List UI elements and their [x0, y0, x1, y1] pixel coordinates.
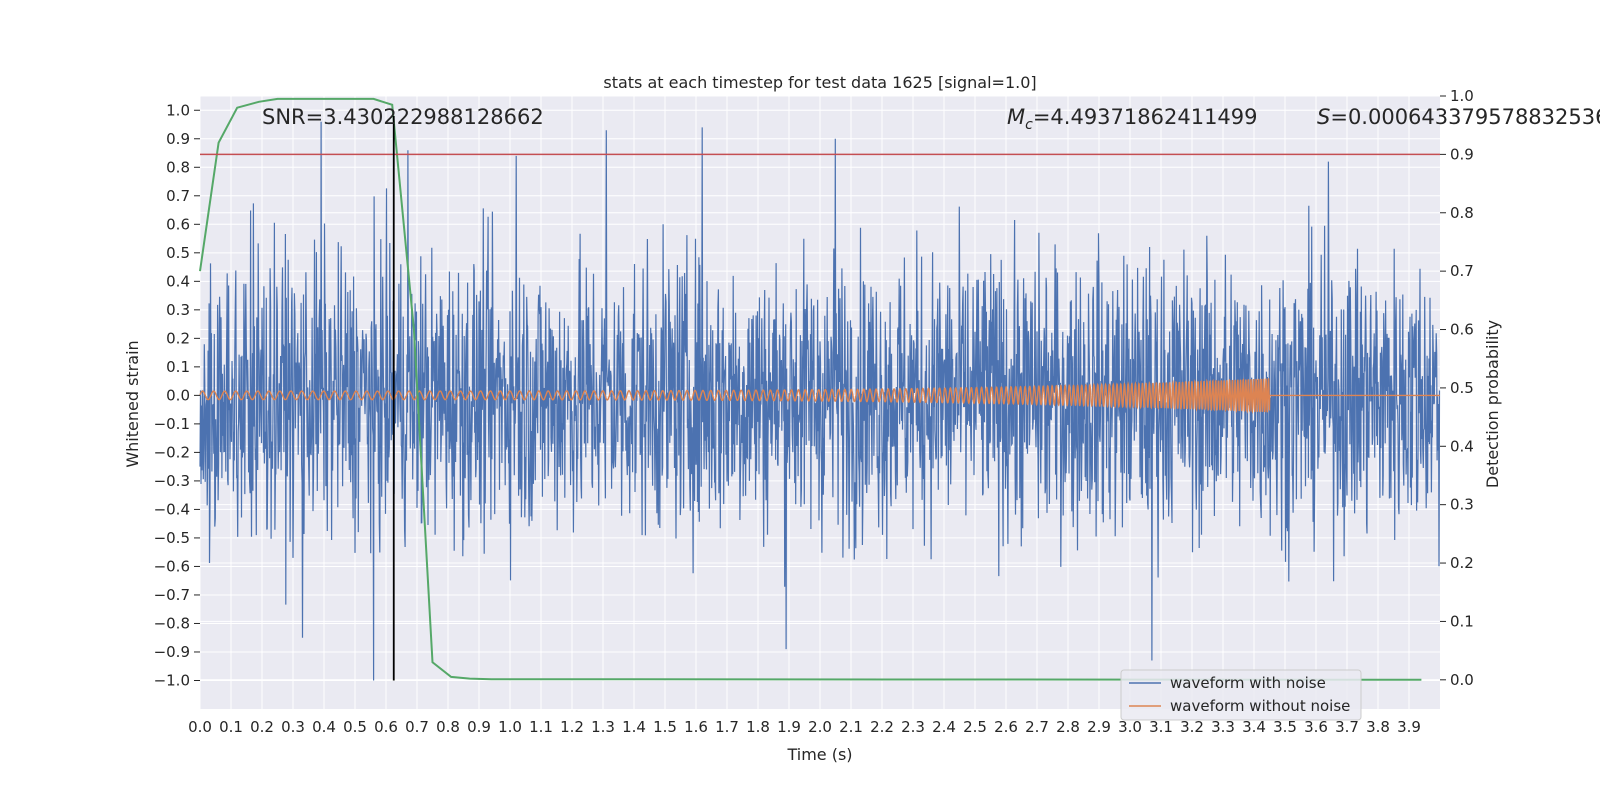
y2-tick-label: 0.2	[1450, 554, 1474, 572]
x-tick-label: 2.8	[1056, 718, 1080, 736]
x-tick-label: 2.5	[963, 718, 987, 736]
x-tick-label: 3.0	[1118, 718, 1142, 736]
y-tick-label: −0.8	[154, 614, 190, 632]
y-tick-label: 0.0	[166, 386, 190, 404]
y2-tick-label: 0.8	[1450, 204, 1474, 222]
x-tick-label: 1.9	[777, 718, 801, 736]
x-tick-label: 0.5	[343, 718, 367, 736]
chart-title: stats at each timestep for test data 162…	[603, 73, 1036, 92]
y2-tick-labels: 0.0 0.1 0.2 0.3 0.4 0.5 0.6 0.7 0.8 0.9 1.0	[1440, 87, 1474, 689]
clean-line	[199, 377, 1440, 414]
y-tick-label: 0.2	[166, 329, 190, 347]
x-tick-label: 2.3	[901, 718, 925, 736]
y-tick-labels: 1.0 0.9 0.8 0.7 0.6 0.5 0.4 0.3 0.2 0.1 0.0 −0.1 −0.…	[154, 101, 200, 689]
x-tick-label: 1.0	[498, 718, 522, 736]
x-tick-label: 1.5	[653, 718, 677, 736]
y-axis-label: Whitened strain	[123, 340, 142, 467]
y-tick-label: 0.5	[166, 244, 190, 262]
s-annotation: S=0.0006433795788325366	[1317, 105, 1600, 129]
series-detection-probability	[199, 97, 1422, 681]
x-tick-label: 3.4	[1242, 718, 1266, 736]
x-tick-label: 0.9	[467, 718, 491, 736]
y2-tick-label: 0.5	[1450, 379, 1474, 397]
snr-annotation: SNR=3.430222988128662	[262, 105, 544, 129]
y-tick-label: −0.7	[154, 586, 190, 604]
x-tick-label: 0.7	[405, 718, 429, 736]
x-tick-label: 0.6	[374, 718, 398, 736]
y-tick-label: −0.4	[154, 500, 190, 518]
y-tick-label: 0.7	[166, 187, 190, 205]
y2-tick-label: 1.0	[1450, 87, 1474, 105]
mc-value: =4.49371862411499	[1033, 105, 1258, 129]
y-tick-label: −0.5	[154, 529, 190, 547]
y2-tick-label: 0.4	[1450, 437, 1474, 455]
x-tick-label: 3.3	[1211, 718, 1235, 736]
y-tick-label: 1.0	[166, 101, 190, 119]
x-tick-label: 2.2	[870, 718, 894, 736]
overlays	[200, 115, 1440, 681]
x-tick-label: 2.0	[808, 718, 832, 736]
x-tick-label: 2.1	[839, 718, 863, 736]
legend-box	[1120, 669, 1362, 721]
y-tick-label: 0.6	[166, 215, 190, 233]
mc-annotation: Mc=4.49371862411499	[1007, 105, 1258, 133]
y-tick-label: 0.4	[166, 272, 190, 290]
x-tick-label: 1.6	[684, 718, 708, 736]
y2-axis-label: Detection probability	[1483, 320, 1502, 488]
series-waveform-without-noise	[199, 377, 1440, 414]
series-waveform-with-noise	[199, 121, 1441, 681]
y-tick-label: −0.9	[154, 643, 190, 661]
x-tick-label: 3.6	[1304, 718, 1328, 736]
mc-subscript: c	[1025, 117, 1033, 133]
y2-tick-label: 0.1	[1450, 612, 1474, 630]
x-tick-label: 2.7	[1025, 718, 1049, 736]
y-tick-label: 0.3	[166, 301, 190, 319]
s-symbol: S	[1317, 105, 1330, 129]
y-tick-label: −0.3	[154, 472, 190, 490]
x-tick-labels: 0.0 0.1 0.2 0.3 0.4 0.5 0.6 0.7 0.8 0.9 1.0 1.1 1.2 1…	[188, 718, 1421, 736]
x-tick-label: 2.6	[994, 718, 1018, 736]
x-tick-label: 2.4	[932, 718, 956, 736]
x-tick-label: 0.3	[281, 718, 305, 736]
x-tick-label: 3.2	[1180, 718, 1204, 736]
legend-label-noise: waveform with noise	[1170, 674, 1326, 692]
x-tick-label: 0.8	[436, 718, 460, 736]
y-tick-label: −0.1	[154, 415, 190, 433]
x-tick-label: 1.2	[560, 718, 584, 736]
y-tick-label: −0.2	[154, 443, 190, 461]
legend: waveform with noise waveform without noi…	[1120, 669, 1362, 721]
x-tick-label: 1.7	[715, 718, 739, 736]
y-tick-label: 0.9	[166, 130, 190, 148]
legend-label-clean: waveform without noise	[1170, 697, 1350, 715]
x-axis-label: Time (s)	[786, 745, 852, 764]
y-tick-label: −0.6	[154, 557, 190, 575]
x-tick-label: 2.9	[1087, 718, 1111, 736]
probability-line	[199, 97, 1422, 681]
x-tick-label: 1.1	[529, 718, 553, 736]
x-tick-label: 3.1	[1149, 718, 1173, 736]
y2-tick-label: 0.9	[1450, 145, 1474, 163]
y-tick-label: −1.0	[154, 671, 190, 689]
noise-line	[199, 121, 1441, 681]
mc-symbol: M	[1007, 105, 1025, 129]
x-tick-label: 3.7	[1335, 718, 1359, 736]
x-tick-label: 1.4	[622, 718, 646, 736]
s-value: =0.0006433795788325366	[1330, 105, 1600, 129]
y-tick-label: 0.8	[166, 158, 190, 176]
x-tick-label: 0.4	[312, 718, 336, 736]
x-tick-label: 0.1	[219, 718, 243, 736]
x-tick-label: 1.3	[591, 718, 615, 736]
x-tick-label: 3.5	[1273, 718, 1297, 736]
x-tick-label: 1.8	[746, 718, 770, 736]
y2-tick-label: 0.3	[1450, 496, 1474, 514]
x-tick-label: 3.8	[1366, 718, 1390, 736]
x-tick-label: 3.9	[1397, 718, 1421, 736]
x-tick-label: 0.2	[250, 718, 274, 736]
y2-tick-label: 0.7	[1450, 262, 1474, 280]
y2-tick-label: 0.6	[1450, 321, 1474, 339]
y-tick-label: 0.1	[166, 358, 190, 376]
y2-tick-label: 0.0	[1450, 671, 1474, 689]
x-tick-label: 0.0	[188, 718, 212, 736]
